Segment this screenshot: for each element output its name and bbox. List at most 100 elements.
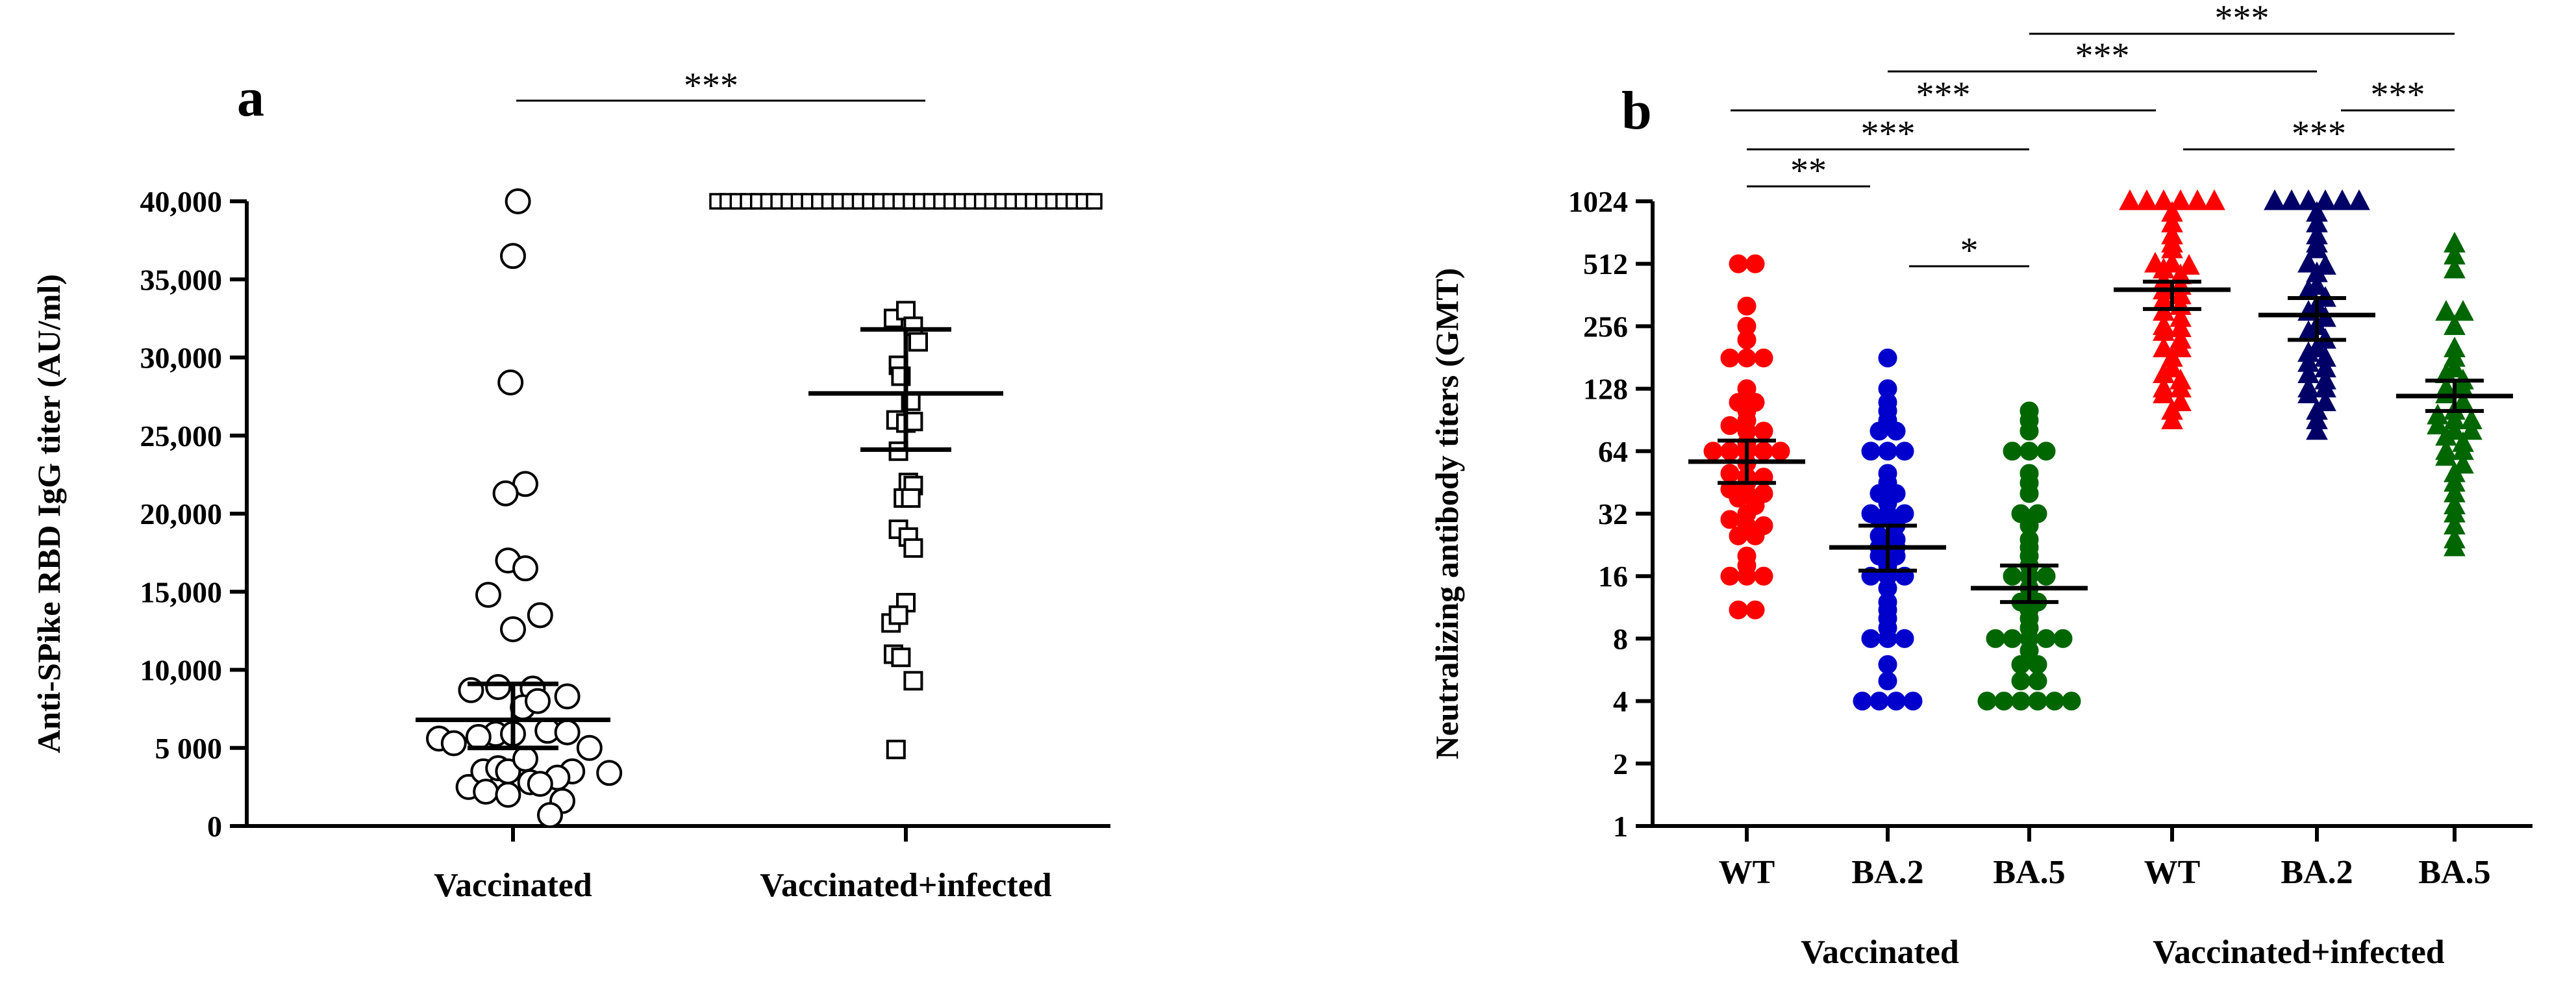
- panel-b: b 1 2 4 8 16 32 64 128 256 512 1024 Neutralizing a…: [1429, 0, 2532, 971]
- data-point-circle: [2020, 401, 2039, 421]
- data-point-triangle: [2153, 189, 2175, 210]
- data-point-circle: [1754, 566, 1773, 586]
- y-tick-label: 16: [1598, 560, 1628, 593]
- data-point-circle: [1869, 526, 1889, 545]
- panel-a-mean-bars: [416, 327, 1003, 751]
- data-point-circle: [1861, 442, 1881, 461]
- panel-a-significance: ***: [516, 66, 925, 106]
- x-tick-label: WT: [1719, 854, 1775, 891]
- data-point-circle: [1737, 348, 1757, 368]
- y-tick-label: 30,000: [140, 342, 223, 375]
- panel-b-y-ticks: 1 2 4 8 16 32 64 128 256 512 1024: [1568, 185, 1653, 843]
- data-point-circle: [465, 723, 492, 750]
- data-point-circle: [485, 673, 512, 700]
- data-point-circle: [1754, 421, 1773, 441]
- data-point-triangle: [2161, 357, 2183, 378]
- data-point-circle: [1861, 629, 1881, 648]
- significance-label: *: [1960, 231, 1979, 271]
- data-point-circle: [2011, 504, 2031, 523]
- significance-label: ***: [2075, 36, 2130, 76]
- data-point-circle: [1745, 600, 1765, 620]
- data-point-triangle: [2297, 377, 2320, 398]
- panel-b-category-labels: WT BA.2 BA.5 WT BA.2 BA.5: [1719, 826, 2491, 891]
- data-point-triangle: [2170, 316, 2192, 338]
- data-point-triangle: [2170, 189, 2192, 210]
- data-point-circle: [1986, 629, 2005, 648]
- data-point-square: [888, 605, 908, 625]
- data-point-triangle: [2444, 357, 2466, 378]
- data-point-triangle: [2444, 419, 2466, 440]
- data-point-triangle: [2203, 189, 2225, 210]
- significance-label: ***: [1861, 114, 1916, 154]
- data-point-triangle: [2170, 328, 2192, 349]
- y-tick-label: 1024: [1568, 185, 1628, 218]
- data-point-circle: [475, 582, 501, 608]
- y-tick-label: 64: [1598, 435, 1628, 468]
- data-point-circle: [1720, 566, 1740, 586]
- data-point-circle: [2020, 464, 2039, 483]
- y-tick-label: 128: [1583, 373, 1628, 406]
- data-point-circle: [1853, 692, 1872, 711]
- data-point-triangle: [2306, 274, 2328, 295]
- data-point-circle: [2011, 692, 2031, 711]
- data-point-triangle: [2297, 189, 2320, 210]
- data-point-triangle: [2444, 336, 2466, 358]
- data-point-circle: [473, 779, 499, 805]
- y-tick-label: 5 000: [155, 732, 223, 765]
- data-point-triangle: [2435, 439, 2457, 460]
- data-point-circle: [554, 683, 581, 710]
- data-point-circle: [1737, 546, 1757, 566]
- data-point-triangle: [2281, 189, 2303, 210]
- data-point-circle: [1720, 510, 1740, 529]
- panel-b-group-labels: Vaccinated Vaccinated+infected: [1801, 934, 2445, 971]
- panel-a: a 0 5 000 10,000 15,000 20,000 25,000 30,000 35…: [31, 66, 1110, 904]
- data-point-circle: [1720, 416, 1740, 435]
- data-point-circle: [1737, 316, 1757, 336]
- panel-b-mean-bars: [1688, 279, 2513, 605]
- data-point-triangle: [2297, 251, 2320, 273]
- data-point-triangle: [2119, 189, 2141, 210]
- data-point-circle: [1861, 504, 1881, 523]
- data-point-circle: [1878, 671, 1897, 691]
- data-point-circle: [2045, 692, 2064, 711]
- significance-label: ***: [2371, 75, 2425, 115]
- data-point-circle: [1720, 348, 1740, 368]
- data-point-triangle: [2460, 408, 2482, 429]
- panel-a-letter: a: [237, 68, 264, 128]
- data-point-circle: [2053, 629, 2073, 648]
- data-point-triangle: [2306, 223, 2328, 245]
- data-point-circle: [525, 688, 551, 714]
- data-point-triangle: [2161, 251, 2183, 273]
- data-point-square: [901, 488, 921, 508]
- data-point-triangle: [2314, 254, 2336, 275]
- data-point-circle: [1977, 692, 1997, 711]
- data-point-circle: [1771, 442, 1790, 461]
- data-point-triangle: [2306, 211, 2328, 232]
- data-point-triangle: [2153, 314, 2175, 335]
- data-point-circle: [2062, 692, 2081, 711]
- data-point-circle: [2003, 442, 2022, 461]
- data-point-circle: [2036, 629, 2056, 648]
- data-point-circle: [512, 555, 538, 582]
- data-point-triangle: [2444, 481, 2466, 503]
- data-point-triangle: [2170, 306, 2192, 327]
- data-point-circle: [1729, 600, 1748, 620]
- data-point-triangle: [2144, 251, 2166, 273]
- y-tick-label: 32: [1598, 497, 1628, 531]
- data-point-circle: [492, 480, 519, 507]
- data-point-circle: [1895, 442, 1914, 461]
- significance-label: **: [1790, 151, 1827, 191]
- data-point-triangle: [2136, 189, 2158, 210]
- significance-label: ***: [1916, 75, 1971, 115]
- y-tick-label: 25,000: [140, 419, 223, 453]
- data-point-circle: [2036, 442, 2056, 461]
- significance-label: ***: [684, 66, 738, 106]
- data-point-circle: [527, 602, 553, 629]
- data-point-circle: [1720, 464, 1740, 483]
- data-point-triangle: [2153, 377, 2175, 398]
- data-point-circle: [2003, 566, 2022, 586]
- significance-label: ***: [2292, 114, 2346, 154]
- data-point-square: [891, 647, 911, 668]
- data-point-triangle: [2331, 189, 2353, 210]
- data-point-circle: [505, 188, 531, 214]
